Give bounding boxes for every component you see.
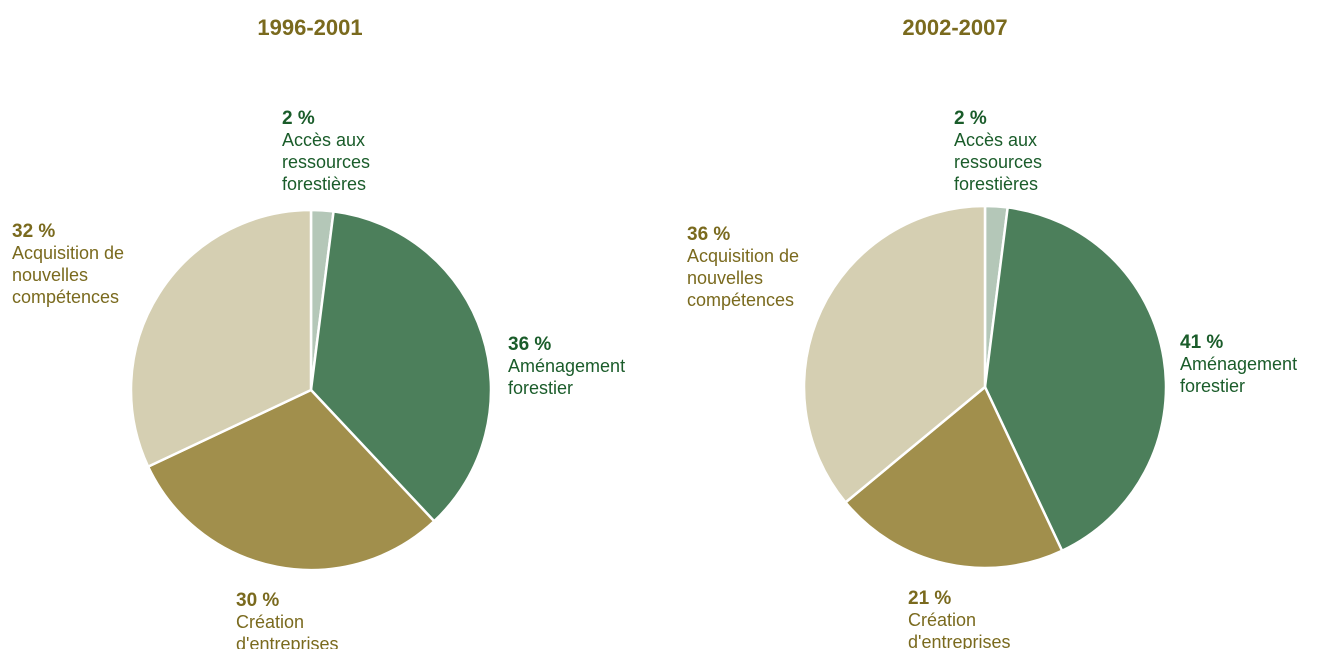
- slice-label-line: Aménagement: [1180, 354, 1297, 374]
- chart-title: 1996-2001: [257, 15, 362, 40]
- slice-label-line: Accès aux: [954, 130, 1037, 150]
- chart-title: 2002-2007: [902, 15, 1007, 40]
- pie-slice-creation-entreprises: [146, 388, 436, 572]
- pie-chart-1996-2001: 1996-2001 2 %Accès auxressourcesforestiè…: [12, 15, 625, 649]
- pie-slices: [802, 204, 1168, 570]
- pie-chart-2002-2007: 2002-2007 2 %Accès auxressourcesforestiè…: [687, 15, 1297, 649]
- slice-label-line: Acquisition de: [12, 243, 124, 263]
- slice-percent: 41 %: [1180, 332, 1223, 353]
- slice-label-line: nouvelles: [12, 265, 88, 285]
- slice-label-line: forestier: [1180, 376, 1245, 396]
- slice-label-line: forestières: [282, 174, 366, 194]
- slice-percent: 30 %: [236, 590, 279, 611]
- slice-percent: 32 %: [12, 221, 55, 242]
- slice-label-line: d'entreprises: [236, 634, 339, 649]
- pie-slice-creation-entreprises: [844, 385, 1064, 570]
- slice-label-line: Accès aux: [282, 130, 365, 150]
- slice-label-line: compétences: [12, 287, 119, 307]
- slice-label-line: forestier: [508, 378, 573, 398]
- slice-percent: 21 %: [908, 588, 951, 609]
- slice-label-line: nouvelles: [687, 268, 763, 288]
- slice-label-line: Aménagement: [508, 356, 625, 376]
- slice-label-line: ressources: [282, 152, 370, 172]
- pie-slice-acquisition-competences: [802, 204, 987, 504]
- slice-label-line: Création: [236, 612, 304, 632]
- slice-label-line: compétences: [687, 290, 794, 310]
- slice-percent: 2 %: [282, 108, 315, 129]
- slice-percent: 2 %: [954, 108, 987, 129]
- slice-label-creation-entreprises: 21 %Création d'entreprises: [908, 588, 1011, 649]
- slice-label-line: forestières: [954, 174, 1038, 194]
- slice-label-line: Création: [908, 610, 976, 630]
- slice-label-line: Acquisition de: [687, 246, 799, 266]
- pie-slices: [129, 208, 493, 572]
- slice-label-line: d'entreprises: [908, 632, 1011, 649]
- slice-percent: 36 %: [687, 224, 730, 245]
- pie-slice-amenagement-forestier: [983, 206, 1168, 553]
- pie-slice-acquisition-competences: [129, 208, 313, 468]
- slice-label-creation-entreprises: 30 %Création d'entreprises: [236, 590, 339, 649]
- pie-slice-amenagement-forestier: [309, 210, 493, 523]
- slice-percent: 36 %: [508, 334, 551, 355]
- slice-label-line: ressources: [954, 152, 1042, 172]
